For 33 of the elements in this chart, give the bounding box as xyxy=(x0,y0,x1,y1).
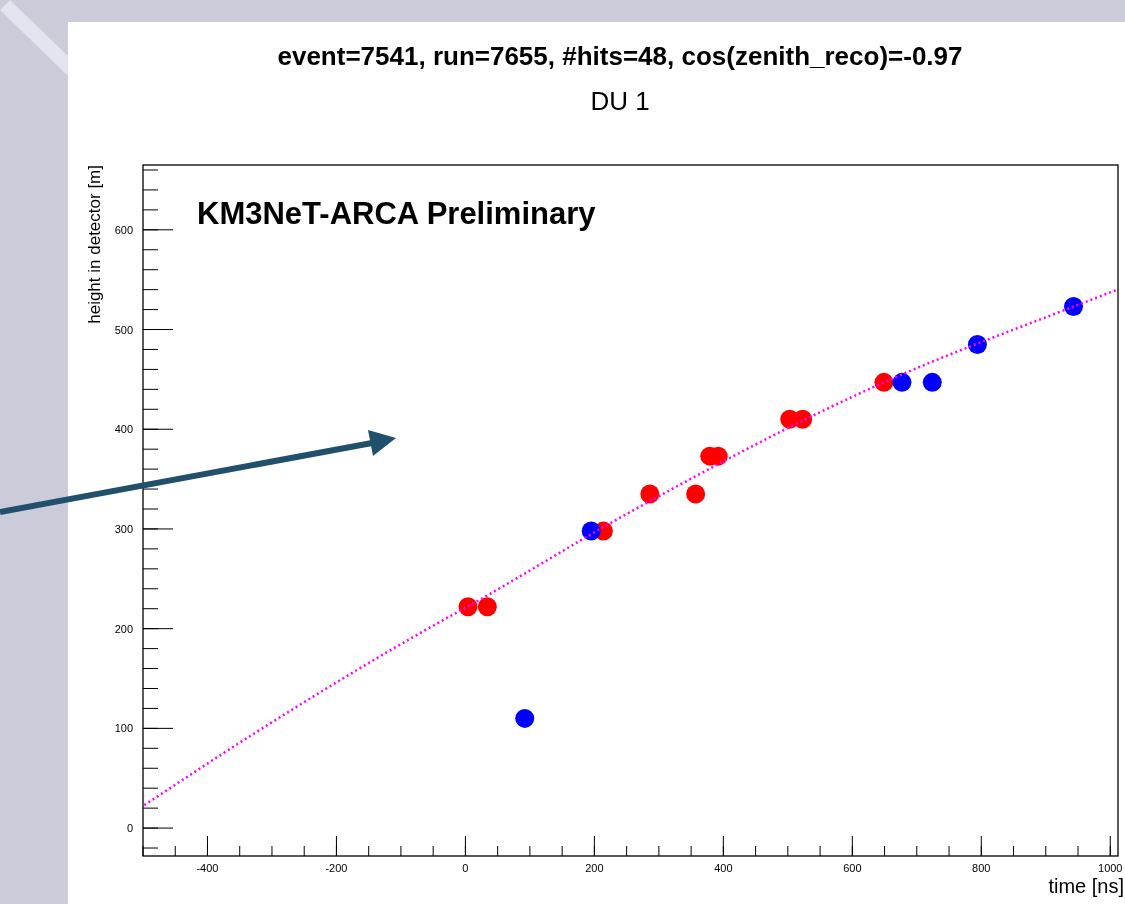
x-tick-label: -400 xyxy=(196,862,219,874)
x-tick-label: 0 xyxy=(462,862,469,874)
x-tick-label: 800 xyxy=(972,862,991,874)
point xyxy=(640,484,660,504)
y-tick-label: 100 xyxy=(114,722,133,735)
point xyxy=(1064,297,1084,317)
point xyxy=(477,597,497,617)
chart-subtitle: DU 1 xyxy=(590,86,650,116)
y-tick-label: 300 xyxy=(114,522,133,535)
y-tick-label: 600 xyxy=(114,223,133,236)
point xyxy=(892,372,912,392)
line-series xyxy=(143,288,1119,807)
point xyxy=(922,372,942,392)
point xyxy=(458,597,478,617)
annotation: KM3NeT-ARCA Preliminary xyxy=(197,196,597,231)
point xyxy=(515,708,535,728)
y-tick-label: 400 xyxy=(114,423,133,436)
x-tick-label: -200 xyxy=(325,862,348,874)
point xyxy=(793,409,813,429)
y-tick-label: 0 xyxy=(126,822,133,835)
point xyxy=(581,521,601,541)
point xyxy=(967,334,987,354)
y-axis-title: height in detector [m] xyxy=(85,165,104,324)
point xyxy=(686,484,706,504)
x-tick-label: 1000 xyxy=(1098,862,1123,874)
y-tick-label: 500 xyxy=(114,323,133,336)
x-axis-title: time [ns] xyxy=(1048,875,1124,897)
point xyxy=(874,372,894,392)
x-tick-label: 600 xyxy=(843,862,862,874)
chart-title: event=7541, run=7655, #hits=48, cos(zenith_reco)=-0.97 xyxy=(277,41,963,71)
x-tick-label: 400 xyxy=(714,862,733,874)
y-tick-label: 200 xyxy=(114,622,133,635)
x-tick-label: 200 xyxy=(585,862,604,874)
